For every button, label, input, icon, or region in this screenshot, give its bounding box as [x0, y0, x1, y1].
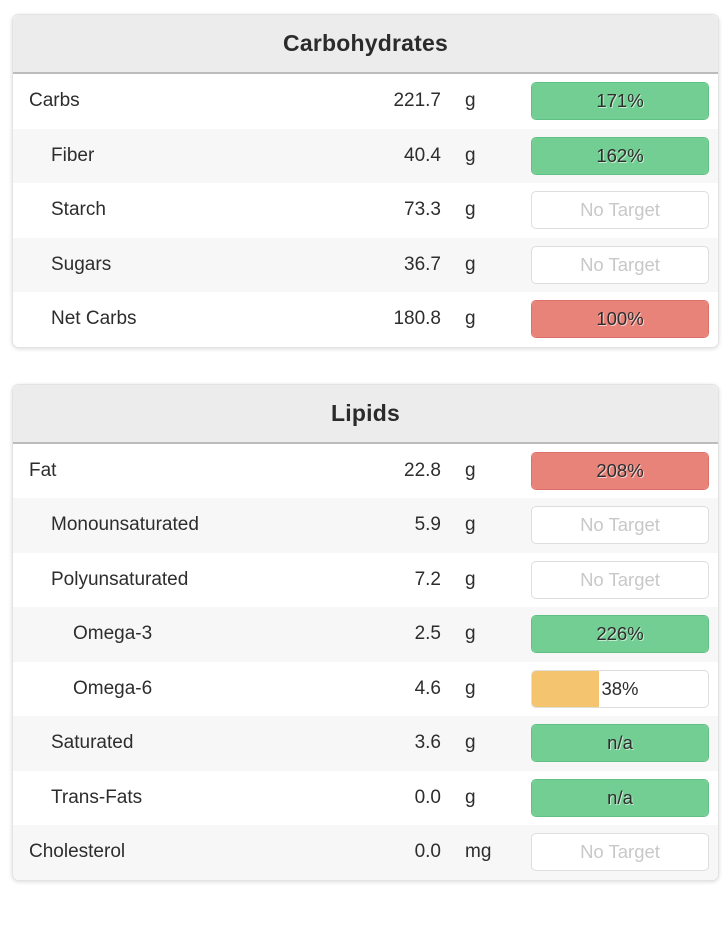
target-bar: n/a: [531, 724, 709, 763]
nutrient-row[interactable]: Fiber 40.4 g 162%: [13, 128, 718, 183]
nutrient-unit: g: [465, 90, 476, 112]
nutrient-value: 0.0: [414, 841, 441, 863]
card-body: Fat 22.8 g 208% Monounsaturated 5.9 g No…: [13, 443, 718, 880]
target-bar-label: 38%: [601, 677, 639, 699]
nutrient-card-lipids: Lipids Fat 22.8 g 208% Monounsaturated 5…: [12, 383, 719, 881]
target-bar-fill: [532, 670, 599, 707]
nutrient-label: Net Carbs: [51, 308, 137, 330]
nutrient-value: 40.4: [404, 144, 441, 166]
nutrient-row[interactable]: Omega-3 2.5 g 226%: [13, 607, 718, 662]
nutrient-row[interactable]: Polyunsaturated 7.2 g No Target: [13, 552, 718, 607]
nutrient-row[interactable]: Fat 22.8 g 208%: [13, 443, 718, 498]
nutrient-unit: mg: [465, 841, 492, 863]
nutrient-label: Cholesterol: [29, 841, 126, 863]
nutrient-card-carbohydrates: Carbohydrates Carbs 221.7 g 171% Fiber 4…: [12, 14, 719, 348]
nutrient-value: 180.8: [393, 308, 441, 330]
target-bar-label: 208%: [596, 459, 644, 481]
nutrient-label: Fat: [29, 459, 57, 481]
nutrient-label: Sugars: [51, 253, 112, 275]
nutrient-row[interactable]: Omega-6 4.6 g 38%: [13, 661, 718, 716]
nutrient-value: 73.3: [404, 199, 441, 221]
target-bar-label: No Target: [580, 841, 660, 863]
nutrient-label: Saturated: [51, 732, 134, 754]
target-bar: No Target: [531, 245, 709, 284]
nutrient-value: 4.6: [414, 677, 441, 699]
nutrient-value: 0.0: [414, 786, 441, 808]
target-bar-fill: [532, 137, 708, 174]
target-bar: No Target: [531, 560, 709, 599]
target-bar: n/a: [531, 778, 709, 817]
target-bar-label: 226%: [596, 623, 644, 645]
target-bar: 162%: [531, 136, 709, 175]
target-bar-label: No Target: [580, 199, 660, 221]
nutrient-label: Fiber: [51, 144, 95, 166]
target-bar-fill: [532, 779, 708, 816]
nutrient-row[interactable]: Trans-Fats 0.0 g n/a: [13, 770, 718, 825]
nutrient-label: Starch: [51, 199, 106, 221]
target-bar: 100%: [531, 300, 709, 339]
card-title: Lipids: [331, 399, 400, 426]
nutrient-unit: g: [465, 623, 476, 645]
card-title: Carbohydrates: [283, 30, 448, 56]
nutrient-value: 7.2: [414, 568, 441, 590]
nutrient-label: Trans-Fats: [51, 786, 143, 808]
nutrient-value: 36.7: [404, 253, 441, 275]
target-bar-fill: [532, 616, 708, 653]
card-header: Carbohydrates: [13, 15, 718, 74]
target-bar-label: No Target: [580, 514, 660, 536]
nutrient-unit: g: [465, 677, 476, 699]
nutrient-row[interactable]: Carbs 221.7 g 171%: [13, 74, 718, 129]
target-bar-label: n/a: [607, 786, 633, 808]
nutrient-row[interactable]: Saturated 3.6 g n/a: [13, 716, 718, 771]
nutrient-label: Polyunsaturated: [51, 568, 189, 590]
nutrient-row[interactable]: Sugars 36.7 g No Target: [13, 237, 718, 292]
nutrient-row[interactable]: Net Carbs 180.8 g 100%: [13, 292, 718, 347]
nutrient-unit: g: [465, 786, 476, 808]
nutrient-unit: g: [465, 308, 476, 330]
nutrient-value: 22.8: [404, 459, 441, 481]
nutrient-row[interactable]: Monounsaturated 5.9 g No Target: [13, 498, 718, 553]
target-bar-fill: [532, 301, 708, 338]
nutrient-value: 221.7: [393, 90, 441, 112]
nutrient-label: Monounsaturated: [51, 514, 199, 536]
target-bar: No Target: [531, 833, 709, 872]
target-bar: No Target: [531, 506, 709, 545]
card-header: Lipids: [13, 384, 718, 444]
nutrient-unit: g: [465, 199, 476, 221]
nutrient-panels: Carbohydrates Carbs 221.7 g 171% Fiber 4…: [12, 14, 719, 881]
target-bar-fill: [532, 452, 708, 489]
nutrient-value: 2.5: [414, 623, 441, 645]
target-bar-label: n/a: [607, 732, 633, 754]
card-body: Carbs 221.7 g 171% Fiber 40.4 g 162% Sta…: [13, 74, 718, 347]
nutrient-unit: g: [465, 144, 476, 166]
target-bar: 208%: [531, 451, 709, 490]
target-bar: No Target: [531, 191, 709, 230]
nutrient-label: Omega-3: [73, 623, 153, 645]
nutrient-unit: g: [465, 253, 476, 275]
nutrient-label: Carbs: [29, 90, 80, 112]
nutrient-row[interactable]: Starch 73.3 g No Target: [13, 183, 718, 238]
nutrient-row[interactable]: Cholesterol 0.0 mg No Target: [13, 825, 718, 880]
target-bar-fill: [532, 725, 708, 762]
nutrient-unit: g: [465, 568, 476, 590]
nutrient-unit: g: [465, 514, 476, 536]
target-bar-fill: [532, 83, 708, 120]
nutrient-unit: g: [465, 459, 476, 481]
nutrient-label: Omega-6: [73, 677, 153, 699]
target-bar: 226%: [531, 615, 709, 654]
target-bar-label: 171%: [596, 90, 644, 112]
target-bar-label: No Target: [580, 253, 660, 275]
nutrient-unit: g: [465, 732, 476, 754]
target-bar: 38%: [531, 669, 709, 708]
nutrient-value: 3.6: [414, 732, 441, 754]
target-bar-label: 100%: [596, 308, 644, 330]
nutrient-value: 5.9: [414, 514, 441, 536]
target-bar-label: No Target: [580, 568, 660, 590]
target-bar: 171%: [531, 82, 709, 121]
target-bar-label: 162%: [596, 144, 644, 166]
